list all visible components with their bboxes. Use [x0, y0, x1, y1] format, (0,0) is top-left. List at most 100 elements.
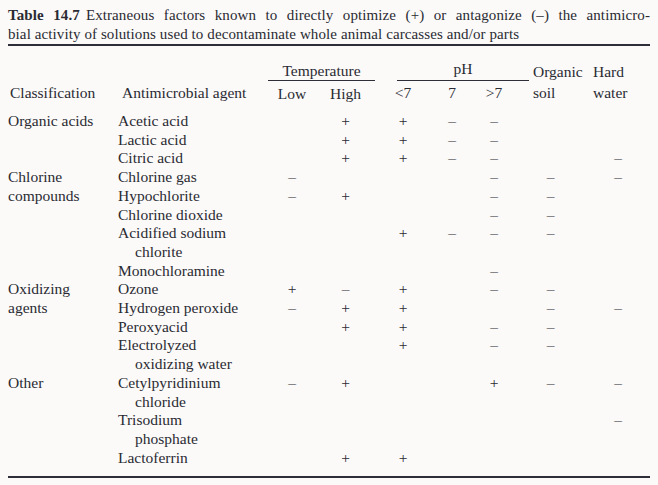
- cell-ph-gt7: [473, 355, 515, 374]
- cell-ph-7: [431, 262, 473, 281]
- table-row: Electrolyzed+––: [8, 336, 650, 355]
- ph-7-header: 7: [431, 81, 473, 107]
- cell-temp-low: –: [268, 299, 316, 318]
- cell-organic-soil: –: [515, 299, 586, 318]
- cell-agent: Ozone: [118, 280, 268, 299]
- cell-classification: [8, 318, 118, 337]
- cell-organic-soil: [515, 106, 586, 131]
- table-row: Peroxyacid++––: [8, 318, 650, 337]
- table-row: OtherCetylpyridinium–++––: [8, 374, 650, 393]
- cell-temp-low: [268, 318, 316, 337]
- table-row: Organic acidsAcetic acid++––: [8, 106, 650, 131]
- cell-ph-lt7: [375, 393, 431, 412]
- table-number: Table 14.7: [8, 7, 86, 23]
- ph-lt7-header: <7: [375, 81, 431, 107]
- cell-classification: Organic acids: [8, 106, 118, 131]
- cell-classification: [8, 131, 118, 150]
- cell-organic-soil: [515, 149, 586, 168]
- ph-gt7-header: >7: [473, 81, 515, 107]
- table-row: chloride: [8, 393, 650, 412]
- cell-hard-water: –: [586, 168, 650, 187]
- cell-hard-water: [586, 449, 650, 478]
- cell-agent: Chlorine gas: [118, 168, 268, 187]
- cell-ph-lt7: +: [375, 318, 431, 337]
- ph-group-label: pH: [454, 60, 473, 77]
- cell-agent: phosphate: [118, 430, 268, 449]
- table-row: Chlorine dioxide––: [8, 206, 650, 225]
- cell-organic-soil: –: [515, 168, 586, 187]
- cell-organic-soil: [515, 393, 586, 412]
- cell-hard-water: [586, 243, 650, 262]
- cell-ph-gt7: –: [473, 280, 515, 299]
- cell-ph-7: [431, 374, 473, 393]
- cell-temp-low: +: [268, 280, 316, 299]
- cell-temp-high: +: [316, 299, 375, 318]
- cell-ph-7: [431, 430, 473, 449]
- cell-classification: [8, 206, 118, 225]
- cell-temp-low: –: [268, 374, 316, 393]
- table-row: Citric acid++–––: [8, 149, 650, 168]
- cell-temp-high: [316, 355, 375, 374]
- cell-agent: Monochloramine: [118, 262, 268, 281]
- cell-ph-lt7: [375, 168, 431, 187]
- table-row: Lactoferrin++: [8, 449, 650, 478]
- cell-classification: [8, 449, 118, 478]
- cell-agent: Citric acid: [118, 149, 268, 168]
- cell-organic-soil: [515, 355, 586, 374]
- cell-hard-water: –: [586, 299, 650, 318]
- document-page: Table 14.7Extraneous factors known to di…: [0, 0, 658, 485]
- table-row: ChlorineChlorine gas––––: [8, 168, 650, 187]
- cell-ph-lt7: +: [375, 336, 431, 355]
- cell-temp-low: [268, 243, 316, 262]
- cell-hard-water: [586, 430, 650, 449]
- cell-ph-gt7: –: [473, 106, 515, 131]
- cell-classification: Chlorine: [8, 168, 118, 187]
- organic-soil-header-line1: Organic: [515, 45, 586, 81]
- cell-ph-7: –: [431, 131, 473, 150]
- cell-temp-high: [316, 168, 375, 187]
- cell-temp-high: [316, 393, 375, 412]
- cell-temp-low: [268, 131, 316, 150]
- cell-hard-water: [586, 131, 650, 150]
- cell-ph-gt7: –: [473, 149, 515, 168]
- cell-hard-water: [586, 224, 650, 243]
- cell-ph-lt7: [375, 187, 431, 206]
- cell-ph-gt7: –: [473, 168, 515, 187]
- cell-temp-high: +: [316, 374, 375, 393]
- cell-ph-gt7: –: [473, 187, 515, 206]
- cell-agent: chloride: [118, 393, 268, 412]
- cell-temp-low: [268, 206, 316, 225]
- cell-ph-7: [431, 280, 473, 299]
- cell-temp-low: –: [268, 187, 316, 206]
- cell-agent: Hypochlorite: [118, 187, 268, 206]
- cell-agent: Chlorine dioxide: [118, 206, 268, 225]
- cell-ph-gt7: –: [473, 262, 515, 281]
- table-row: agentsHydrogen peroxide–++––: [8, 299, 650, 318]
- cell-hard-water: [586, 393, 650, 412]
- table-caption: Table 14.7Extraneous factors known to di…: [8, 6, 650, 44]
- cell-temp-low: [268, 106, 316, 131]
- cell-temp-high: +: [316, 187, 375, 206]
- cell-classification: [8, 393, 118, 412]
- classification-header: Classification: [8, 81, 118, 107]
- cell-ph-gt7: –: [473, 206, 515, 225]
- cell-organic-soil: –: [515, 280, 586, 299]
- spacer-cell: [118, 45, 268, 81]
- table-row: Monochloramine –: [8, 262, 650, 281]
- cell-ph-lt7: +: [375, 449, 431, 478]
- cell-ph-lt7: [375, 374, 431, 393]
- extraneous-factors-table: Temperature pH Organic Hard Classificati…: [8, 44, 650, 478]
- cell-ph-lt7: [375, 411, 431, 430]
- table-row: Lactic acid++––: [8, 131, 650, 150]
- cell-classification: [8, 336, 118, 355]
- cell-hard-water: –: [586, 374, 650, 393]
- cell-hard-water: [586, 336, 650, 355]
- cell-ph-lt7: +: [375, 224, 431, 243]
- cell-ph-lt7: [375, 243, 431, 262]
- cell-ph-lt7: +: [375, 106, 431, 131]
- cell-hard-water: –: [586, 411, 650, 430]
- spacer-cell: [8, 45, 118, 81]
- cell-temp-high: [316, 262, 375, 281]
- cell-ph-gt7: [473, 299, 515, 318]
- cell-ph-gt7: [473, 430, 515, 449]
